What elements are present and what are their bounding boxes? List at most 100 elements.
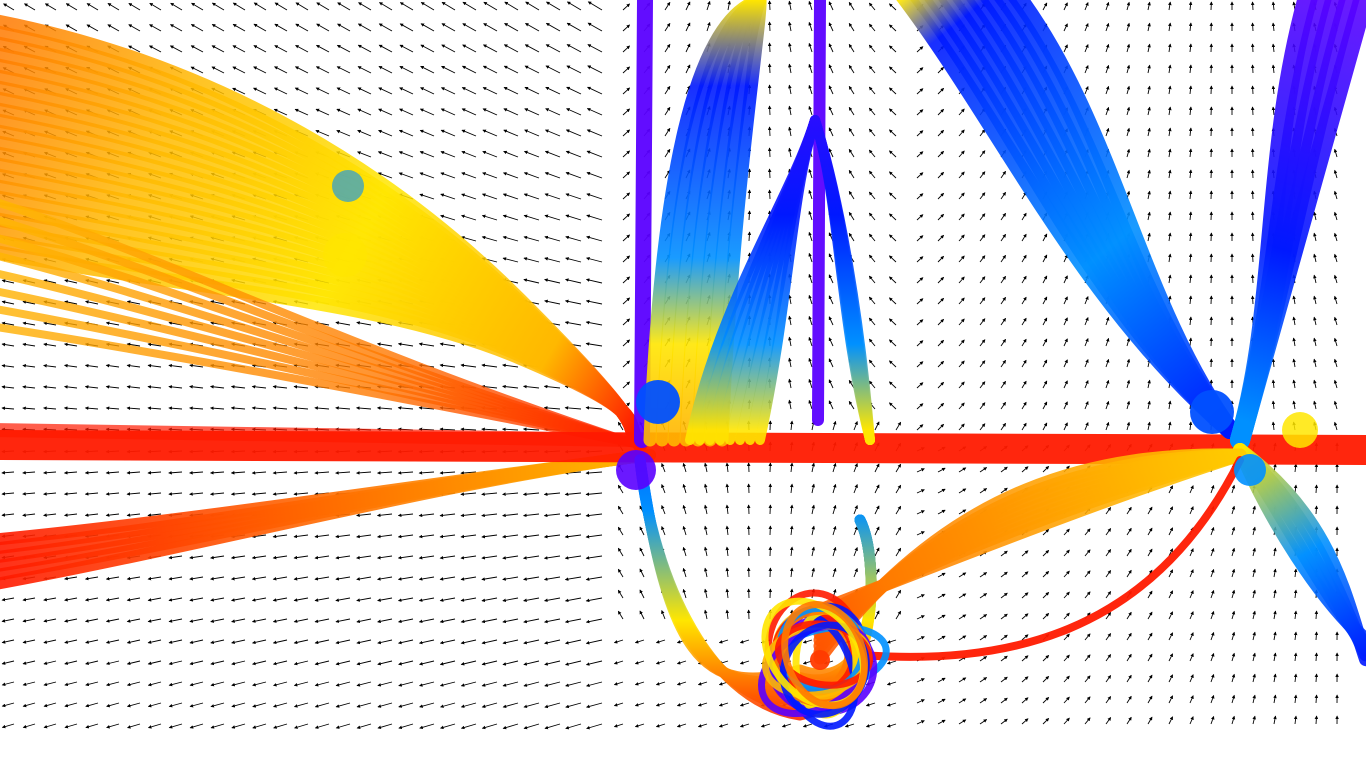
field-arrow: [1126, 127, 1131, 137]
field-arrow: [788, 336, 792, 347]
field-arrow: [1333, 274, 1338, 284]
field-arrow: [788, 126, 792, 137]
field-arrow: [441, 1, 456, 11]
field-arrow: [937, 234, 945, 242]
field-arrow: [1000, 359, 1006, 368]
field-arrow: [1292, 358, 1296, 368]
field-arrow: [191, 2, 204, 11]
field-arrow: [1000, 275, 1006, 284]
field-arrow: [808, 189, 813, 200]
field-arrow: [1333, 295, 1338, 305]
field-arrow: [441, 65, 456, 74]
field-arrow: [1168, 64, 1172, 74]
field-arrow: [979, 192, 986, 200]
field-arrow: [888, 213, 897, 221]
field-arrow: [1021, 338, 1027, 347]
field-arrow: [482, 44, 498, 53]
field-arrow: [788, 84, 792, 95]
field-arrow: [1084, 86, 1089, 95]
field-arrow: [979, 297, 986, 305]
field-arrow: [1021, 296, 1027, 305]
field-arrow: [274, 23, 288, 32]
field-arrow: [1084, 2, 1089, 11]
field-arrow: [566, 22, 582, 32]
field-arrow: [524, 65, 540, 74]
field-arrow: [937, 66, 945, 74]
field-arrow: [1168, 1, 1172, 11]
field-arrow: [788, 315, 792, 326]
field-arrow: [1333, 316, 1338, 326]
field-arrow: [1042, 233, 1048, 242]
field-arrow: [1188, 253, 1193, 263]
right-saddle-point: [1234, 454, 1266, 486]
field-arrow: [397, 342, 414, 347]
field-arrow: [585, 320, 603, 326]
field-arrow: [316, 2, 330, 11]
field-arrow: [336, 44, 351, 53]
field-arrow: [1042, 296, 1048, 305]
field-arrow: [868, 128, 876, 137]
field-arrow: [1105, 85, 1110, 95]
field-arrow: [232, 66, 246, 74]
field-arrow: [545, 65, 561, 74]
field-arrow: [1271, 22, 1276, 32]
field-arrow: [460, 235, 477, 242]
field-arrow: [461, 150, 477, 158]
field-arrow: [43, 321, 57, 326]
field-arrow: [587, 22, 603, 32]
field-arrow: [524, 108, 540, 116]
field-arrow: [420, 2, 435, 11]
field-arrow: [706, 0, 711, 11]
field-arrow: [848, 85, 855, 95]
field-arrow: [808, 273, 813, 284]
field-arrow: [888, 3, 897, 11]
field-arrow: [378, 129, 393, 137]
field-arrow: [1292, 316, 1296, 326]
field-arrow: [439, 363, 456, 368]
field-arrow: [1, 385, 15, 389]
field-arrow: [524, 86, 540, 95]
trajectory-vertical-stem: [812, 0, 826, 426]
field-arrow: [481, 363, 498, 368]
field-arrow: [979, 234, 986, 242]
upper-left-cluster: [332, 170, 364, 202]
field-arrow: [523, 278, 540, 284]
field-arrow: [461, 87, 477, 95]
field-arrow: [504, 1, 519, 11]
field-arrow: [211, 45, 225, 53]
field-arrow: [1313, 232, 1317, 242]
field-arrow: [315, 130, 330, 137]
field-arrow: [1, 364, 15, 368]
field-arrow: [565, 235, 582, 242]
field-arrow: [315, 87, 330, 95]
field-arrow: [958, 129, 965, 137]
field-arrow: [1188, 211, 1193, 221]
field-arrow: [126, 385, 141, 389]
field-arrow: [788, 357, 792, 368]
field-arrow: [808, 105, 813, 116]
field-arrow: [586, 257, 603, 263]
field-arrow: [979, 360, 986, 368]
field-arrow: [1084, 296, 1089, 305]
field-arrow: [419, 172, 435, 179]
field-arrow: [1250, 253, 1255, 263]
field-arrow: [1313, 358, 1317, 368]
field-arrow: [1042, 338, 1048, 347]
field-arrow: [84, 363, 99, 368]
field-arrow: [664, 85, 671, 95]
field-arrow: [937, 87, 945, 95]
field-arrow: [565, 171, 582, 179]
field-arrow: [544, 193, 561, 200]
field-arrow: [868, 254, 876, 263]
field-arrow: [937, 213, 945, 221]
field-arrow: [399, 44, 414, 53]
field-arrow: [1188, 337, 1193, 347]
field-arrow: [336, 66, 351, 74]
field-arrow: [888, 66, 897, 74]
field-arrow: [441, 44, 456, 53]
field-arrow: [565, 193, 582, 200]
field-arrow: [1147, 22, 1151, 32]
field-arrow: [211, 24, 225, 32]
field-arrow: [788, 147, 792, 158]
right-saddle-point: [1190, 390, 1234, 434]
